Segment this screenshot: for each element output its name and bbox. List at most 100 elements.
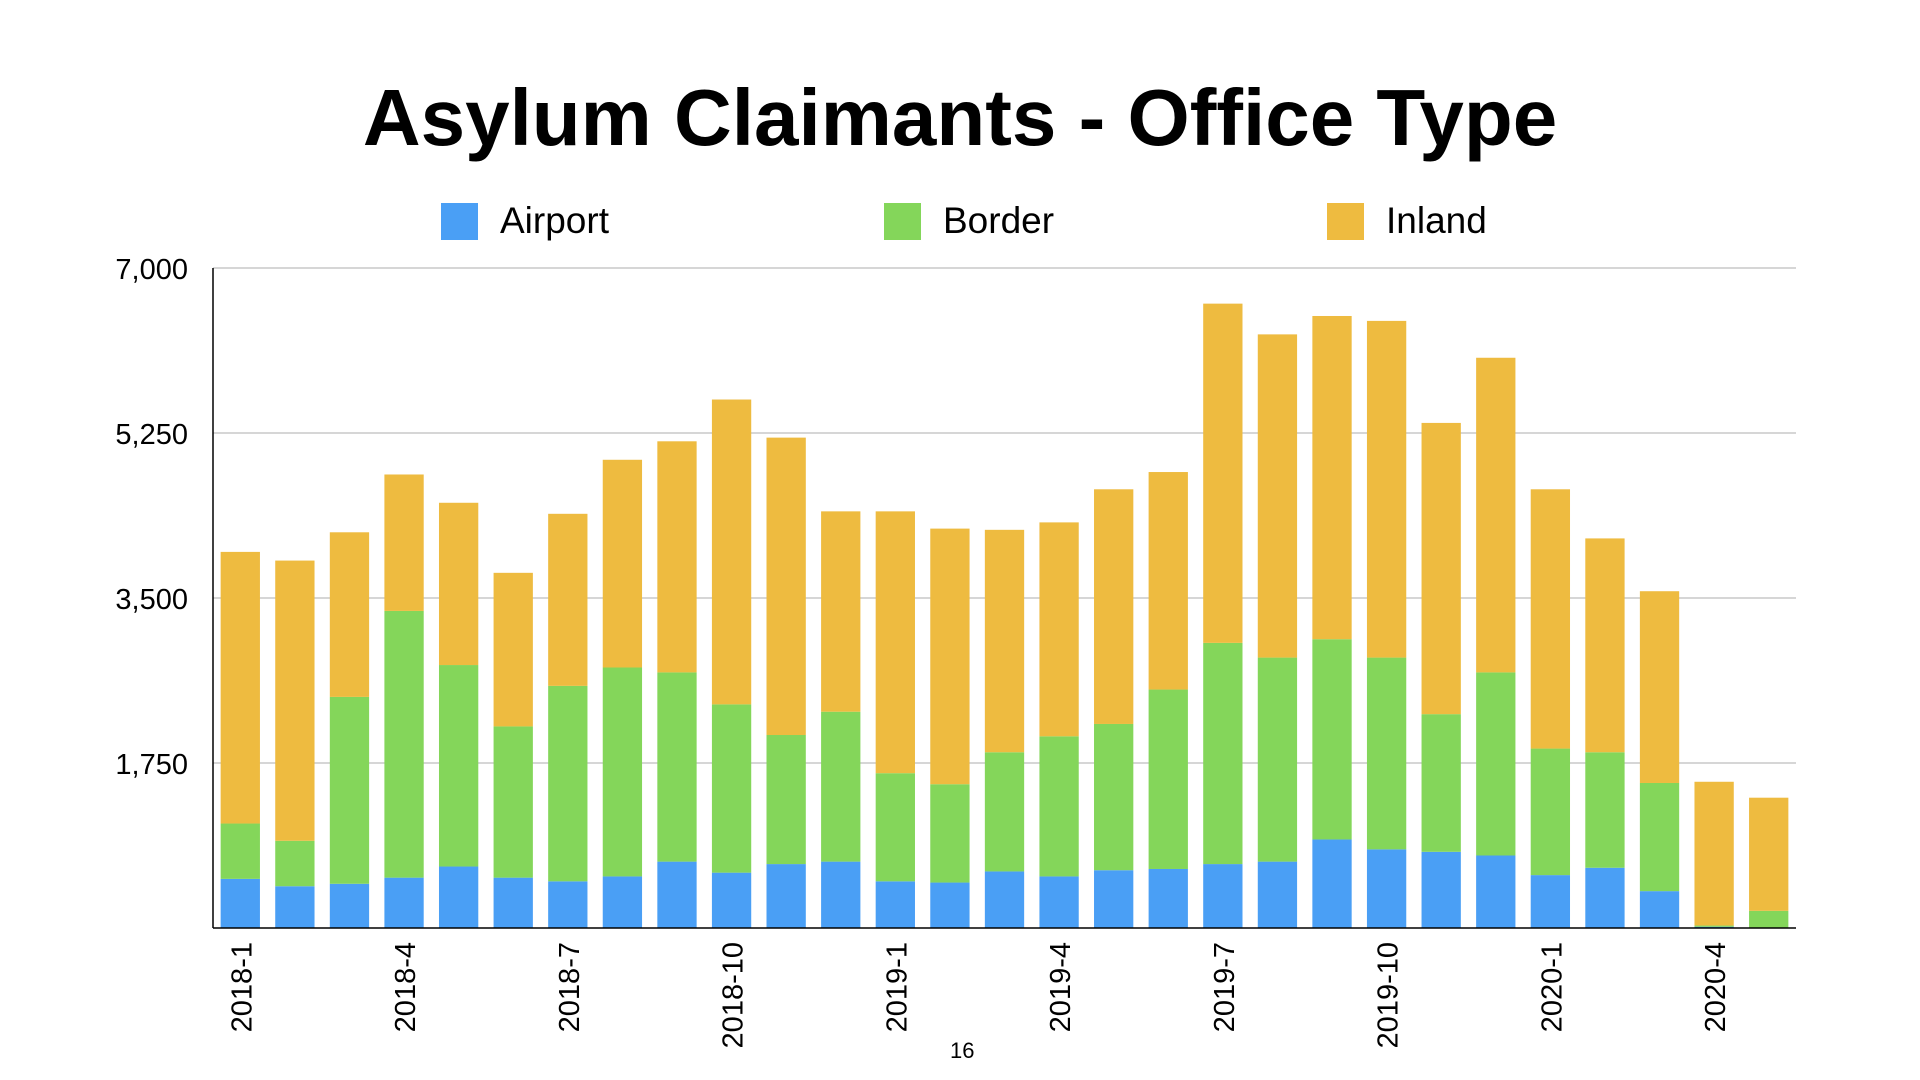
legend-label-border: Border xyxy=(943,200,1055,241)
bar-inland xyxy=(1421,422,1461,715)
y-tick-label: 5,250 xyxy=(115,419,188,451)
bar-airport xyxy=(930,882,970,928)
legend-swatch-border xyxy=(884,202,921,240)
bar-border xyxy=(1366,657,1407,850)
bar-inland xyxy=(875,511,915,774)
y-tick-label: 7,000 xyxy=(115,254,188,286)
bar-border xyxy=(1257,657,1298,862)
bar-airport xyxy=(1039,876,1079,928)
bar-border xyxy=(220,823,260,879)
bar-inland xyxy=(329,532,370,697)
bar-border xyxy=(438,665,479,867)
bar-border xyxy=(1039,736,1079,877)
bar-inland xyxy=(220,551,260,824)
bar-airport xyxy=(1530,875,1571,928)
bar-airport xyxy=(1094,870,1134,928)
legend-item-inland: Inland xyxy=(1327,200,1487,242)
bar-inland xyxy=(766,437,806,735)
bar-border xyxy=(602,667,643,877)
y-tick-label: 3,500 xyxy=(115,584,188,616)
bar-inland xyxy=(930,528,970,785)
bar-airport xyxy=(329,883,370,928)
legend: Airport Border Inland xyxy=(0,200,1920,244)
bar-airport xyxy=(1148,868,1188,928)
bar-inland xyxy=(1476,357,1516,673)
bar-border xyxy=(548,685,588,882)
bar-inland xyxy=(1639,591,1680,783)
bar-border xyxy=(1148,689,1188,869)
bar-inland xyxy=(1694,781,1734,926)
bar-border xyxy=(1639,782,1680,892)
x-tick-label: 2019-4 xyxy=(1045,942,1077,1032)
bar-airport xyxy=(657,861,697,928)
x-tick-label: 2019-10 xyxy=(1373,942,1405,1048)
bar-border xyxy=(1312,639,1352,840)
bar-border xyxy=(1749,910,1789,928)
x-tick-label: 2018-10 xyxy=(718,942,750,1048)
bar-airport xyxy=(1639,891,1680,928)
x-tick-label: 2020-1 xyxy=(1536,942,1568,1032)
bar-border xyxy=(766,734,806,865)
bar-inland xyxy=(1148,472,1188,690)
bar-airport xyxy=(493,877,533,928)
x-tick-label: 2018-4 xyxy=(390,942,422,1032)
x-tick-label: 2019-7 xyxy=(1209,942,1241,1032)
bar-border xyxy=(1203,642,1243,865)
legend-swatch-airport xyxy=(441,202,478,240)
bar-airport xyxy=(275,886,315,928)
bar-border xyxy=(984,752,1025,872)
bar-airport xyxy=(384,877,424,928)
y-tick-label: 1,750 xyxy=(115,749,188,781)
bar-inland xyxy=(1366,320,1407,658)
legend-item-border: Border xyxy=(884,200,1054,242)
bar-inland xyxy=(1039,522,1079,737)
bar-inland xyxy=(275,560,315,841)
bar-border xyxy=(657,672,697,862)
chart-title: Asylum Claimants - Office Type xyxy=(362,73,1558,162)
bar-inland xyxy=(1749,797,1789,911)
bar-airport xyxy=(875,881,915,928)
bar-airport xyxy=(438,866,479,928)
legend-item-airport: Airport xyxy=(441,200,609,242)
bar-airport xyxy=(1421,851,1461,928)
bar-border xyxy=(821,711,861,862)
bar-inland xyxy=(384,474,424,611)
bar-airport xyxy=(548,881,588,928)
bar-airport xyxy=(1257,861,1298,928)
bar-airport xyxy=(1203,864,1243,928)
bar-border xyxy=(1094,723,1134,871)
bar-airport xyxy=(711,872,752,928)
bar-inland xyxy=(984,529,1025,753)
bar-airport xyxy=(821,861,861,928)
bar-airport xyxy=(766,864,806,928)
bar-inland xyxy=(438,502,479,666)
bar-inland xyxy=(1530,489,1571,749)
bar-border xyxy=(711,704,752,873)
bar-inland xyxy=(1203,303,1243,643)
x-tick-label: 2018-1 xyxy=(226,942,258,1032)
bar-airport xyxy=(1312,839,1352,928)
bar-border xyxy=(1530,748,1571,876)
bar-inland xyxy=(493,572,533,727)
bar-border xyxy=(384,610,424,878)
bar-airport xyxy=(1366,849,1407,928)
bar-inland xyxy=(1257,334,1298,658)
bar-inland xyxy=(657,441,697,673)
page-number: 16 xyxy=(950,1038,975,1063)
bar-airport xyxy=(602,876,643,928)
bar-inland xyxy=(1585,538,1625,753)
bar-airport xyxy=(1476,855,1516,928)
legend-swatch-inland xyxy=(1327,202,1364,240)
bar-inland xyxy=(548,513,588,686)
bar-airport xyxy=(984,871,1025,928)
legend-label-airport: Airport xyxy=(500,200,609,241)
bar-border xyxy=(275,840,315,887)
bar-inland xyxy=(602,459,643,668)
bar-inland xyxy=(711,399,752,705)
x-tick-label: 2019-1 xyxy=(881,942,913,1032)
bar-border xyxy=(875,773,915,882)
bar-airport xyxy=(1585,867,1625,928)
bar-border xyxy=(1694,925,1734,927)
bar-border xyxy=(493,726,533,878)
